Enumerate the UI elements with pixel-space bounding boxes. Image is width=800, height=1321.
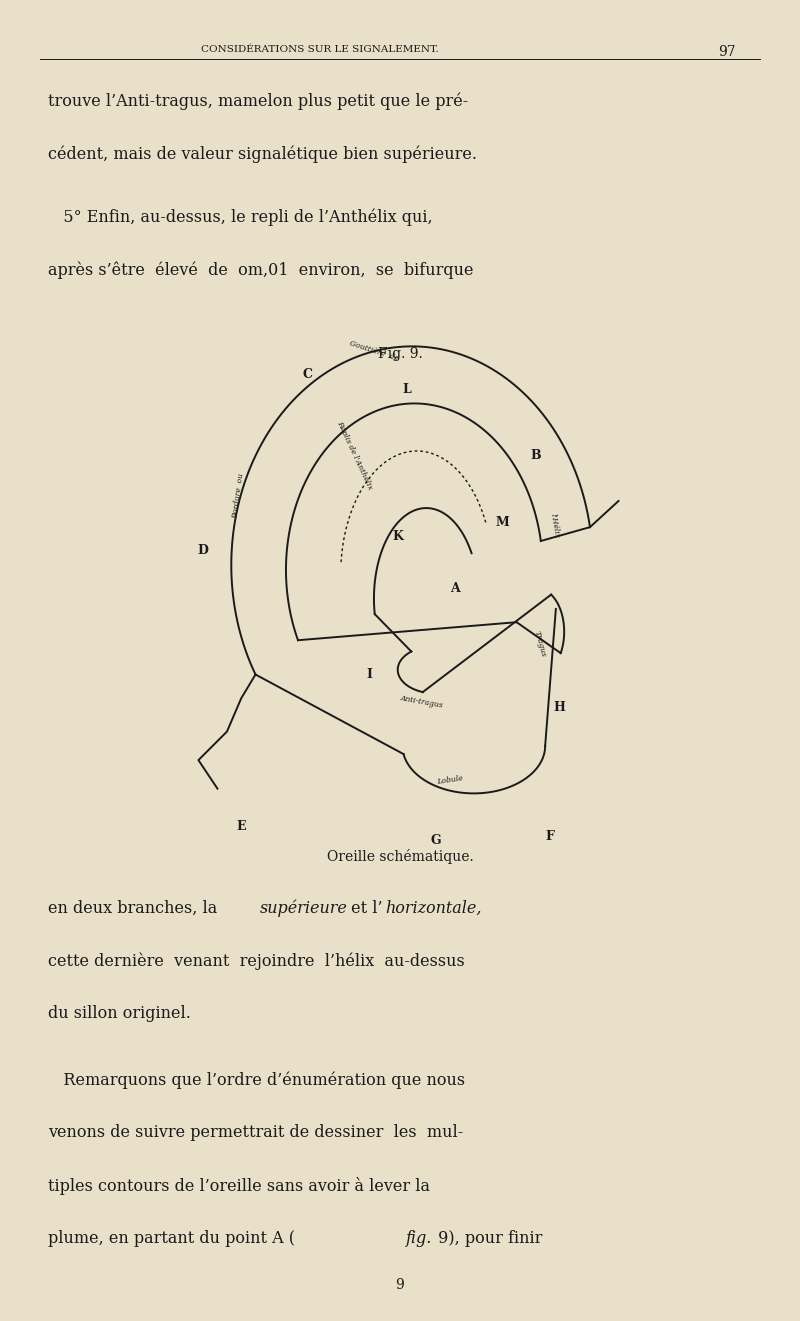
Text: plume, en partant du point A (: plume, en partant du point A ( <box>48 1230 295 1247</box>
Text: Oreille schématique.: Oreille schématique. <box>326 849 474 864</box>
Text: 5° Enfin, au-dessus, le repli de l’Anthélix qui,: 5° Enfin, au-dessus, le repli de l’Anthé… <box>48 209 433 226</box>
Text: supérieure: supérieure <box>260 900 348 917</box>
Text: tiples contours de l’oreille sans avoir à lever la: tiples contours de l’oreille sans avoir … <box>48 1177 430 1196</box>
Text: trouve l’Anti-tragus, mamelon plus petit que le pré-: trouve l’Anti-tragus, mamelon plus petit… <box>48 92 468 110</box>
Text: horizontale,: horizontale, <box>385 900 482 917</box>
Text: du sillon originel.: du sillon originel. <box>48 1005 191 1022</box>
Text: Remarquons que l’ordre d’énumération que nous: Remarquons que l’ordre d’énumération que… <box>48 1071 465 1089</box>
Text: en deux branches, la: en deux branches, la <box>48 900 222 917</box>
Text: cédent, mais de valeur signalétique bien supérieure.: cédent, mais de valeur signalétique bien… <box>48 145 477 162</box>
Text: CONSIDÉRATIONS SUR LE SIGNALEMENT.: CONSIDÉRATIONS SUR LE SIGNALEMENT. <box>201 45 439 54</box>
Text: venons de suivre permettrait de dessiner  les  mul-: venons de suivre permettrait de dessiner… <box>48 1124 463 1141</box>
Text: 9), pour finir: 9), pour finir <box>433 1230 542 1247</box>
Text: 97: 97 <box>718 45 736 59</box>
Text: 9: 9 <box>396 1277 404 1292</box>
Text: et l’: et l’ <box>346 900 383 917</box>
Text: cette dernière  venant  rejoindre  l’hélix  au-dessus: cette dernière venant rejoindre l’hélix … <box>48 952 465 970</box>
Text: après s’être  élevé  de  om,01  environ,  se  bifurque: après s’être élevé de om,01 environ, se … <box>48 262 474 279</box>
Text: Fig. 9.: Fig. 9. <box>378 347 422 362</box>
Text: fig.: fig. <box>406 1230 433 1247</box>
